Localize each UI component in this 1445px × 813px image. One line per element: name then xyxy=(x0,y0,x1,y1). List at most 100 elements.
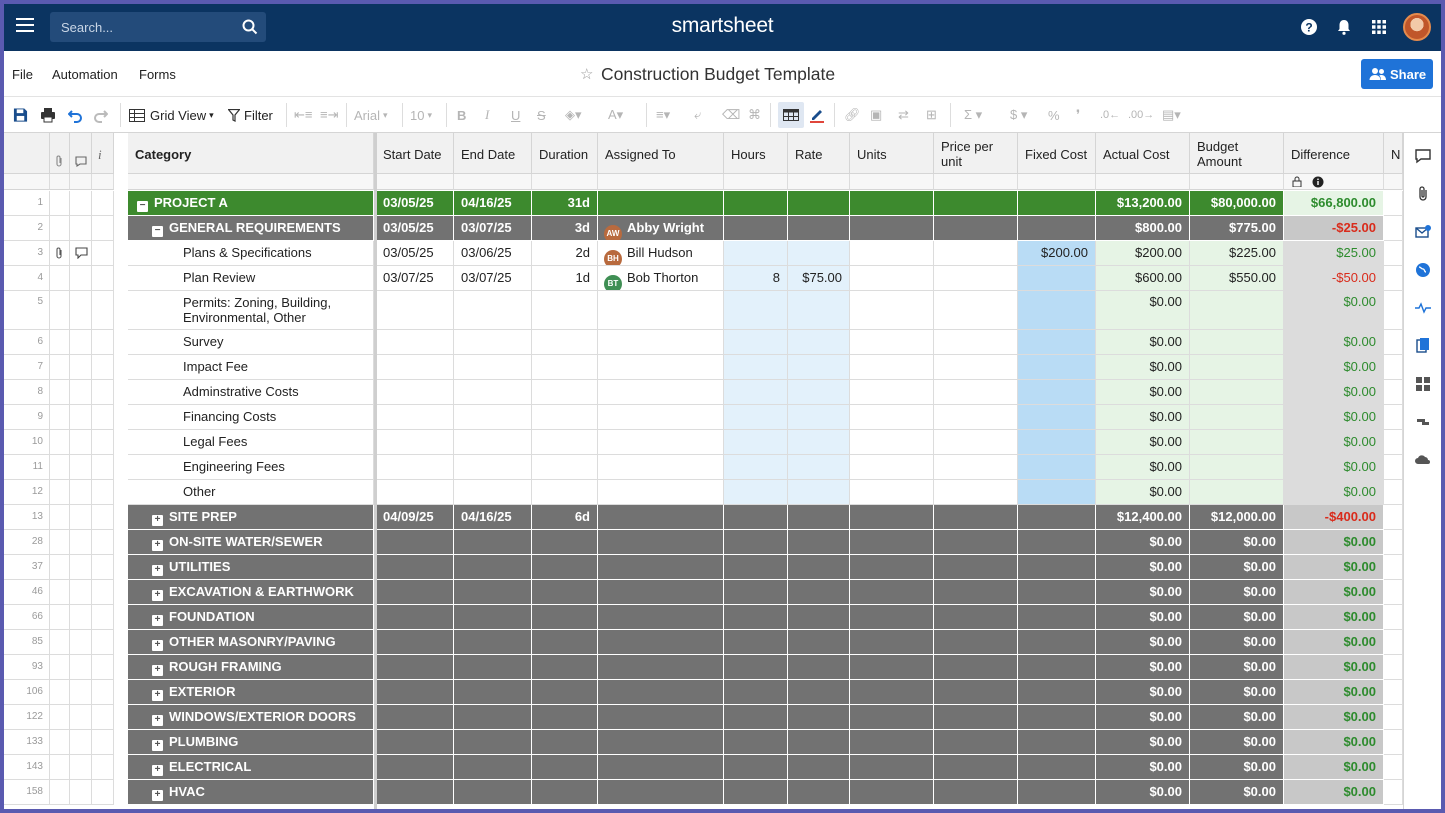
cell-hours[interactable] xyxy=(724,630,788,655)
cell-comment[interactable] xyxy=(70,605,92,630)
cell-start[interactable] xyxy=(376,705,454,730)
search-input[interactable]: Search... xyxy=(61,20,114,35)
table-row[interactable]: 66 + FOUNDATION $0.00 $0.00 $0.00 xyxy=(4,605,1403,630)
column-header-assigned-to[interactable]: Assigned To xyxy=(598,133,724,174)
cell-start[interactable] xyxy=(376,580,454,605)
table-row[interactable]: 4 Plan Review 03/07/25 03/07/25 1d BT Bob Thor… xyxy=(4,266,1403,291)
cell-diff[interactable]: $0.00 xyxy=(1284,480,1384,505)
cell-units[interactable] xyxy=(850,405,934,430)
expand-row-icon[interactable]: + xyxy=(152,590,163,601)
cloud-icon[interactable] xyxy=(1414,451,1432,469)
cell-next[interactable] xyxy=(1384,530,1403,555)
cell-units[interactable] xyxy=(850,266,934,291)
cell-hours[interactable] xyxy=(724,705,788,730)
table-row[interactable]: 10 Legal Fees $0.00 $0.00 xyxy=(4,430,1403,455)
cell-start[interactable] xyxy=(376,680,454,705)
clear-format-icon[interactable]: ⌫ xyxy=(722,107,741,122)
cell-start[interactable]: 03/05/25 xyxy=(376,191,454,216)
column-header-actual-cost[interactable]: Actual Cost xyxy=(1096,133,1190,174)
cell-next[interactable] xyxy=(1384,655,1403,680)
cell-assigned[interactable] xyxy=(598,730,724,755)
cell-category[interactable]: + EXCAVATION & EARTHWORK xyxy=(128,580,374,605)
cell-comment[interactable] xyxy=(70,405,92,430)
cell-rate[interactable] xyxy=(788,730,850,755)
cell-next[interactable] xyxy=(1384,430,1403,455)
cell-end[interactable] xyxy=(454,730,532,755)
cell-units[interactable] xyxy=(850,191,934,216)
cell-diff[interactable]: $66,800.00 xyxy=(1284,191,1384,216)
cell-category[interactable]: Permits: Zoning, Building, Environmental,… xyxy=(128,291,374,330)
cell-attach[interactable] xyxy=(50,216,70,241)
comments-icon[interactable] xyxy=(1414,147,1432,165)
cell-dur[interactable] xyxy=(532,480,598,505)
cell-assigned[interactable] xyxy=(598,191,724,216)
cell-start[interactable] xyxy=(376,780,454,805)
cell-next[interactable] xyxy=(1384,630,1403,655)
cell-budget[interactable]: $0.00 xyxy=(1190,580,1284,605)
cell-category[interactable]: + EXTERIOR xyxy=(128,680,374,705)
expand-row-icon[interactable]: + xyxy=(152,690,163,701)
cell-dur[interactable] xyxy=(532,355,598,380)
cell-diff[interactable]: -$50.00 xyxy=(1284,266,1384,291)
strikethrough-icon[interactable]: S xyxy=(537,107,546,123)
table-row[interactable]: 7 Impact Fee $0.00 $0.00 xyxy=(4,355,1403,380)
cell-rate[interactable] xyxy=(788,405,850,430)
cell-fixed[interactable] xyxy=(1018,655,1096,680)
cell-diff[interactable]: $0.00 xyxy=(1284,705,1384,730)
cell-ppu[interactable] xyxy=(934,455,1018,480)
font-size-dropdown[interactable]: 10 ▾ xyxy=(410,105,432,125)
cell-attach[interactable] xyxy=(50,555,70,580)
outdent-icon[interactable]: ⇤≡ xyxy=(294,107,313,122)
cell-actual[interactable]: $0.00 xyxy=(1096,780,1190,805)
cell-hours[interactable] xyxy=(724,355,788,380)
table-row[interactable]: 133 + PLUMBING $0.00 $0.00 $0.00 xyxy=(4,730,1403,755)
help-icon[interactable]: ? xyxy=(1300,18,1318,36)
cell-next[interactable] xyxy=(1384,755,1403,780)
cell-ppu[interactable] xyxy=(934,355,1018,380)
cell-comment[interactable] xyxy=(70,755,92,780)
cell-next[interactable] xyxy=(1384,291,1403,330)
cell-hours[interactable] xyxy=(724,330,788,355)
cell-units[interactable] xyxy=(850,455,934,480)
cell-dur[interactable]: 1d xyxy=(532,266,598,291)
cell-end[interactable] xyxy=(454,780,532,805)
apps-grid-icon[interactable] xyxy=(1370,18,1388,36)
cell-info[interactable] xyxy=(92,330,114,355)
cell-info[interactable] xyxy=(92,430,114,455)
cell-next[interactable] xyxy=(1384,705,1403,730)
image-icon[interactable]: ▣ xyxy=(870,107,883,122)
cell-actual[interactable]: $200.00 xyxy=(1096,241,1190,266)
expand-row-icon[interactable]: + xyxy=(152,615,163,626)
attachments-icon[interactable] xyxy=(1414,185,1432,203)
table-row[interactable]: 13 + SITE PREP 04/09/25 04/16/25 6d $12,400.00… xyxy=(4,505,1403,530)
cell-start[interactable]: 03/05/25 xyxy=(376,241,454,266)
cell-actual[interactable]: $0.00 xyxy=(1096,455,1190,480)
cell-ppu[interactable] xyxy=(934,191,1018,216)
cell-comment[interactable] xyxy=(70,216,92,241)
cell-comment[interactable] xyxy=(70,455,92,480)
cell-start[interactable] xyxy=(376,355,454,380)
column-header-comment[interactable] xyxy=(70,133,92,174)
cell-info[interactable] xyxy=(92,266,114,291)
cell-actual[interactable]: $0.00 xyxy=(1096,580,1190,605)
cell-rate[interactable] xyxy=(788,780,850,805)
cell-ppu[interactable] xyxy=(934,605,1018,630)
cell-start[interactable]: 04/09/25 xyxy=(376,505,454,530)
cell-diff[interactable]: $0.00 xyxy=(1284,291,1384,330)
column-header-info[interactable]: i xyxy=(92,133,114,174)
percent-icon[interactable]: % xyxy=(1048,107,1060,123)
cell-category[interactable]: + ROUGH FRAMING xyxy=(128,655,374,680)
cell-info[interactable] xyxy=(92,705,114,730)
cell-end[interactable] xyxy=(454,330,532,355)
cell-ppu[interactable] xyxy=(934,480,1018,505)
activity-log-icon[interactable] xyxy=(1414,299,1432,317)
expand-row-icon[interactable]: + xyxy=(152,540,163,551)
table-row[interactable]: 28 + ON-SITE WATER/SEWER $0.00 $0.00 $0.00 xyxy=(4,530,1403,555)
cell-hours[interactable] xyxy=(724,405,788,430)
cell-rate[interactable] xyxy=(788,555,850,580)
cell-budget[interactable]: $550.00 xyxy=(1190,266,1284,291)
cell-start[interactable]: 03/05/25 xyxy=(376,216,454,241)
cell-comment[interactable] xyxy=(70,705,92,730)
text-color-icon[interactable]: A▾ xyxy=(608,107,624,122)
cell-start[interactable] xyxy=(376,480,454,505)
